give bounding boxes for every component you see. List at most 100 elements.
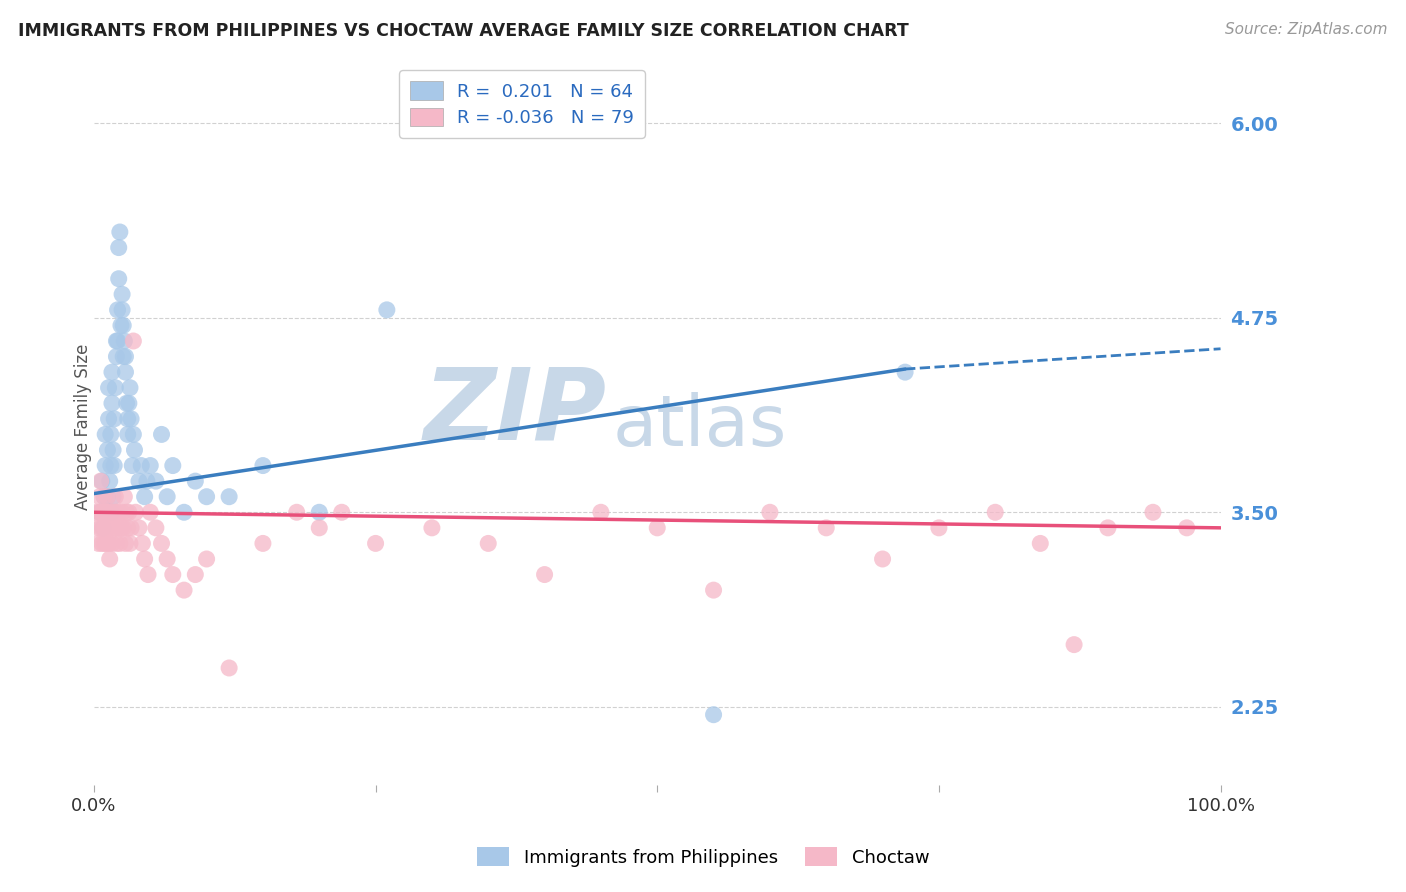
Point: [139, 458, 162, 473]
Point: [94, 427, 117, 442]
Point: [105, 505, 128, 519]
Point: [184, 567, 207, 582]
Point: [112, 490, 135, 504]
Point: [131, 536, 153, 550]
Point: [87, 536, 110, 550]
Text: ZIP: ZIP: [423, 364, 606, 461]
Point: [96, 442, 118, 457]
Point: [118, 396, 141, 410]
Point: [145, 521, 167, 535]
Point: [815, 521, 838, 535]
Point: [308, 505, 330, 519]
Point: [96, 490, 118, 504]
Point: [84, 505, 107, 519]
Point: [91, 521, 114, 535]
Point: [101, 490, 124, 504]
Point: [928, 521, 950, 535]
Text: atlas: atlas: [612, 392, 786, 461]
Point: [894, 365, 917, 379]
Point: [184, 474, 207, 488]
Point: [115, 505, 138, 519]
Point: [112, 521, 135, 535]
Y-axis label: Average Family Size: Average Family Size: [75, 343, 91, 510]
Point: [124, 442, 146, 457]
Point: [111, 287, 134, 301]
Point: [1142, 505, 1164, 519]
Point: [93, 490, 115, 504]
Point: [1175, 521, 1198, 535]
Point: [120, 521, 142, 535]
Point: [118, 505, 141, 519]
Point: [114, 536, 136, 550]
Point: [285, 505, 308, 519]
Point: [101, 442, 124, 457]
Point: [100, 505, 122, 519]
Point: [150, 536, 173, 550]
Point: [195, 490, 218, 504]
Point: [112, 318, 135, 333]
Point: [108, 536, 131, 550]
Point: [1029, 536, 1052, 550]
Point: [96, 521, 118, 535]
Point: [173, 505, 195, 519]
Point: [1097, 521, 1119, 535]
Point: [108, 225, 131, 239]
Point: [90, 536, 112, 550]
Point: [872, 552, 894, 566]
Point: [107, 521, 129, 535]
Point: [477, 536, 499, 550]
Point: [330, 505, 353, 519]
Point: [195, 552, 218, 566]
Point: [86, 521, 108, 535]
Point: [984, 505, 1007, 519]
Point: [100, 521, 122, 535]
Point: [136, 567, 159, 582]
Point: [134, 490, 156, 504]
Point: [98, 474, 121, 488]
Point: [117, 412, 139, 426]
Point: [90, 521, 112, 535]
Point: [103, 521, 125, 535]
Point: [90, 474, 112, 488]
Point: [645, 521, 668, 535]
Point: [156, 490, 179, 504]
Point: [91, 505, 114, 519]
Point: [97, 536, 120, 550]
Point: [107, 241, 129, 255]
Point: [96, 505, 118, 519]
Point: [120, 412, 142, 426]
Point: [533, 567, 555, 582]
Point: [162, 458, 184, 473]
Text: IMMIGRANTS FROM PHILIPPINES VS CHOCTAW AVERAGE FAMILY SIZE CORRELATION CHART: IMMIGRANTS FROM PHILIPPINES VS CHOCTAW A…: [18, 22, 910, 40]
Point: [375, 302, 398, 317]
Point: [112, 334, 135, 348]
Legend: Immigrants from Philippines, Choctaw: Immigrants from Philippines, Choctaw: [470, 840, 936, 874]
Point: [96, 490, 118, 504]
Point: [97, 381, 120, 395]
Point: [94, 505, 117, 519]
Text: Source: ZipAtlas.com: Source: ZipAtlas.com: [1225, 22, 1388, 37]
Point: [93, 490, 115, 504]
Point: [134, 552, 156, 566]
Point: [97, 505, 120, 519]
Point: [111, 302, 134, 317]
Point: [94, 521, 117, 535]
Point: [114, 365, 136, 379]
Point: [112, 350, 135, 364]
Point: [101, 536, 124, 550]
Point: [156, 552, 179, 566]
Point: [110, 521, 132, 535]
Point: [101, 365, 124, 379]
Point: [129, 458, 152, 473]
Point: [218, 661, 240, 675]
Point: [94, 458, 117, 473]
Point: [128, 474, 150, 488]
Point: [107, 505, 129, 519]
Point: [110, 318, 132, 333]
Point: [101, 505, 124, 519]
Point: [100, 458, 122, 473]
Point: [218, 490, 240, 504]
Point: [122, 334, 145, 348]
Point: [703, 707, 725, 722]
Point: [89, 490, 111, 504]
